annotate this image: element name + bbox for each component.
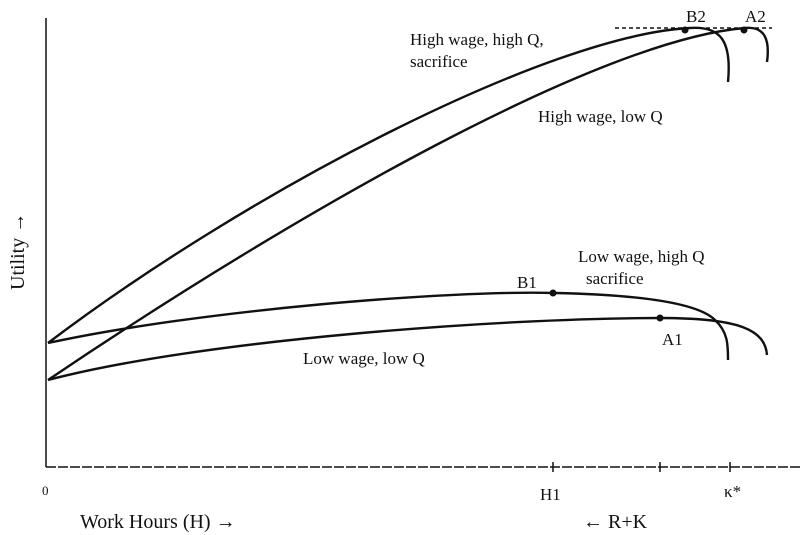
- point-label: A2: [745, 7, 766, 26]
- point-label: B1: [517, 273, 537, 292]
- label: High wage, low Q: [538, 107, 663, 126]
- label: sacrifice: [586, 269, 644, 288]
- point: [656, 314, 664, 322]
- point: [740, 26, 748, 34]
- point: [549, 289, 557, 297]
- label: sacrifice: [410, 52, 468, 71]
- x-tick-label: H1: [540, 485, 561, 504]
- x-tick-label: κ*: [724, 482, 741, 501]
- point-label: B2: [686, 7, 706, 26]
- label: Low wage, low Q: [303, 349, 425, 368]
- origin-label: 0: [42, 483, 49, 498]
- curve-high-wage-high-q: [47, 26, 730, 344]
- x-axis-label-right: ← R+K: [583, 511, 648, 533]
- y-axis-label: Utility →: [7, 213, 29, 290]
- point-label: A1: [662, 330, 683, 349]
- label: High wage, high Q,: [410, 30, 544, 49]
- label: Low wage, high Q: [578, 247, 705, 266]
- point: [681, 26, 689, 34]
- curve-high-wage-low-q: [47, 26, 769, 381]
- x-axis-label: Work Hours (H) →: [80, 511, 236, 533]
- curve-low-wage-low-q: [47, 316, 769, 382]
